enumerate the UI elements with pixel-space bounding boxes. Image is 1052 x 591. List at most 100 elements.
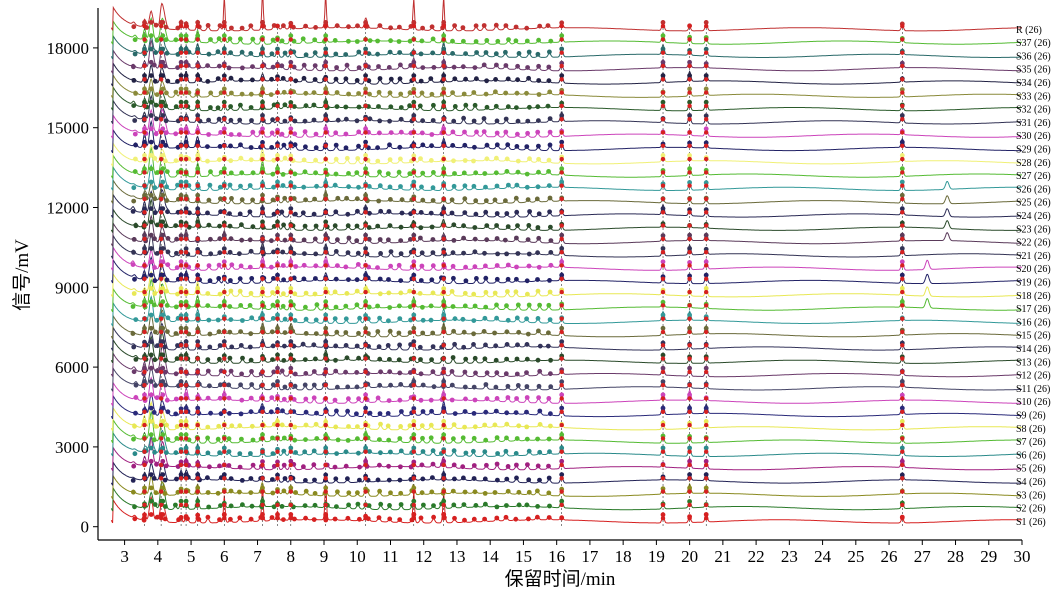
- peak-dot: [396, 262, 402, 268]
- peak-dot: [441, 99, 447, 105]
- peak-dot: [291, 184, 297, 190]
- common-peak-dot: [559, 170, 564, 175]
- peak-dot: [462, 142, 468, 148]
- common-peak-dot: [275, 343, 280, 348]
- peak-dot: [333, 171, 339, 177]
- peak-dot: [227, 411, 232, 416]
- peak-dot: [152, 502, 158, 507]
- peak-dot: [516, 502, 522, 508]
- common-peak-dot: [660, 343, 666, 348]
- common-peak-dot: [195, 50, 200, 55]
- peak-dot: [131, 103, 137, 108]
- common-peak-dot: [260, 170, 265, 175]
- peak-dot: [288, 153, 294, 159]
- peak-dot: [375, 223, 381, 229]
- peak-dot: [238, 303, 244, 308]
- peak-dot: [397, 397, 403, 403]
- common-peak-dot: [363, 37, 368, 42]
- peak-dot: [227, 223, 233, 229]
- peak-dot: [546, 169, 551, 174]
- peak-dot: [397, 436, 403, 441]
- peak-dot: [174, 265, 180, 270]
- common-peak-dot: [900, 50, 905, 55]
- peak-dot: [515, 169, 521, 175]
- peak-dot: [385, 343, 391, 348]
- peak-dot: [687, 312, 692, 318]
- peak-dot: [660, 325, 666, 331]
- peak-dot: [387, 369, 393, 375]
- peak-dot: [357, 477, 362, 483]
- peak-dot: [163, 357, 168, 363]
- peak-dot: [525, 197, 531, 203]
- peak-dot: [173, 371, 179, 377]
- peak-dot: [354, 302, 360, 308]
- peak-dot: [323, 33, 329, 39]
- peak-dot: [195, 512, 201, 518]
- peak-dot: [687, 445, 692, 451]
- common-peak-dot: [260, 196, 265, 202]
- peak-dot: [345, 250, 351, 256]
- peak-dot: [524, 395, 530, 400]
- peak-dot: [173, 331, 179, 336]
- common-peak-dot: [260, 369, 265, 375]
- x-tick-label: 30: [1014, 547, 1031, 566]
- peak-dot: [546, 157, 552, 163]
- peak-dot: [471, 118, 477, 124]
- common-peak-dot: [323, 369, 328, 375]
- common-peak-dot: [159, 236, 164, 242]
- y-tick-label: 3000: [55, 438, 89, 457]
- peak-dot: [160, 232, 166, 238]
- peak-dot: [163, 143, 169, 148]
- common-peak-dot: [363, 436, 368, 441]
- peak-dot: [206, 132, 212, 137]
- peak-dot: [148, 20, 154, 25]
- common-peak-dot: [660, 183, 666, 188]
- peak-dot: [154, 37, 160, 43]
- common-peak-dot: [142, 343, 147, 348]
- peak-dot: [559, 325, 565, 331]
- peak-dot: [311, 342, 317, 348]
- peak-dot: [248, 290, 254, 296]
- peak-dot: [260, 498, 265, 504]
- common-peak-dot: [559, 476, 564, 481]
- common-peak-dot: [411, 90, 416, 95]
- peak-dot: [494, 236, 500, 241]
- peak-dot: [357, 464, 362, 470]
- peak-dot: [183, 339, 189, 344]
- common-peak-dot: [900, 276, 905, 281]
- common-peak-dot: [900, 250, 905, 255]
- peak-dot: [238, 77, 244, 83]
- peak-dot: [524, 409, 529, 415]
- peak-dot: [398, 156, 403, 162]
- peak-dot: [313, 145, 319, 151]
- peak-dot: [452, 411, 458, 416]
- peak-dot: [174, 250, 179, 256]
- peak-dot: [183, 179, 189, 185]
- peak-dot: [237, 489, 242, 495]
- peak-dot: [525, 331, 531, 337]
- peak-dot: [303, 197, 308, 203]
- peak-dot: [164, 277, 170, 283]
- peak-dot: [483, 209, 489, 215]
- peak-dot: [205, 435, 211, 441]
- common-peak-dot: [195, 130, 200, 135]
- peak-dot: [452, 171, 457, 176]
- peak-dot: [504, 251, 509, 257]
- common-peak-dot: [260, 50, 265, 55]
- common-peak-dot: [363, 183, 368, 188]
- peak-dot: [526, 251, 532, 257]
- peak-dot: [132, 51, 138, 57]
- peak-dot: [516, 329, 522, 335]
- peak-dot: [411, 339, 417, 344]
- peak-dot: [269, 515, 275, 520]
- common-peak-dot: [704, 409, 709, 414]
- common-peak-dot: [183, 50, 189, 55]
- common-peak-dot: [195, 462, 200, 468]
- peak-dot: [279, 422, 285, 428]
- peak-dot: [173, 104, 179, 110]
- common-peak-dot: [195, 303, 200, 308]
- peak-dot: [411, 299, 417, 305]
- peak-dot: [268, 92, 274, 97]
- common-peak-dot: [159, 489, 164, 494]
- common-peak-dot: [323, 289, 328, 295]
